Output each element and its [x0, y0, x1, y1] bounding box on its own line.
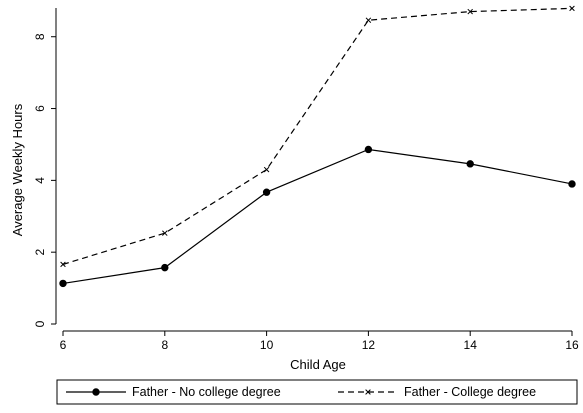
y-tick-label: 2 [33, 249, 47, 256]
plot-area [63, 8, 572, 324]
legend-label: Father - College degree [404, 385, 536, 399]
series-layer [59, 5, 576, 288]
data-point-circle [568, 180, 576, 188]
data-point-x [467, 8, 473, 15]
x-tick-label: 14 [464, 338, 478, 352]
x-axis-title: Child Age [290, 357, 346, 372]
y-tick-label: 0 [33, 320, 47, 327]
series-line [62, 148, 573, 285]
x-tick-label: 10 [260, 338, 274, 352]
data-point-x [365, 17, 372, 23]
data-point-circle [364, 145, 373, 154]
y-tick-label: 6 [33, 105, 47, 112]
legend-item-no-college-degree: Father - No college degree [66, 385, 281, 399]
x-tick-label: 12 [362, 338, 376, 352]
y-tick-label: 4 [33, 177, 47, 184]
y-axis: 0 2 4 6 8 [33, 8, 57, 327]
data-point-x [569, 5, 575, 12]
legend-label: Father - No college degree [132, 385, 281, 399]
x-tick-label: 6 [60, 338, 67, 352]
data-point-x [365, 389, 371, 395]
data-point-circle [92, 388, 100, 396]
y-axis-title: Average Weekly Hours [10, 103, 25, 236]
series-college-degree [60, 5, 575, 268]
data-point-circle [262, 188, 271, 196]
legend-box [56, 379, 578, 405]
plot-background [63, 8, 572, 324]
x-tick-label: 8 [161, 338, 168, 352]
data-point-x [263, 166, 270, 173]
x-tick-label: 16 [565, 338, 579, 352]
y-tick-label: 8 [33, 33, 47, 40]
data-point-x [60, 261, 66, 268]
data-point-circle [466, 160, 474, 168]
data-point-x [162, 230, 168, 236]
x-axis: 6 8 10 12 14 16 [60, 330, 579, 352]
legend: Father - No college degree Father - Colle… [56, 379, 578, 405]
data-point-circle [59, 279, 67, 288]
series-no-college-degree [59, 145, 576, 288]
legend-item-college-degree: Father - College degree [338, 385, 536, 399]
data-point-circle [161, 263, 169, 272]
